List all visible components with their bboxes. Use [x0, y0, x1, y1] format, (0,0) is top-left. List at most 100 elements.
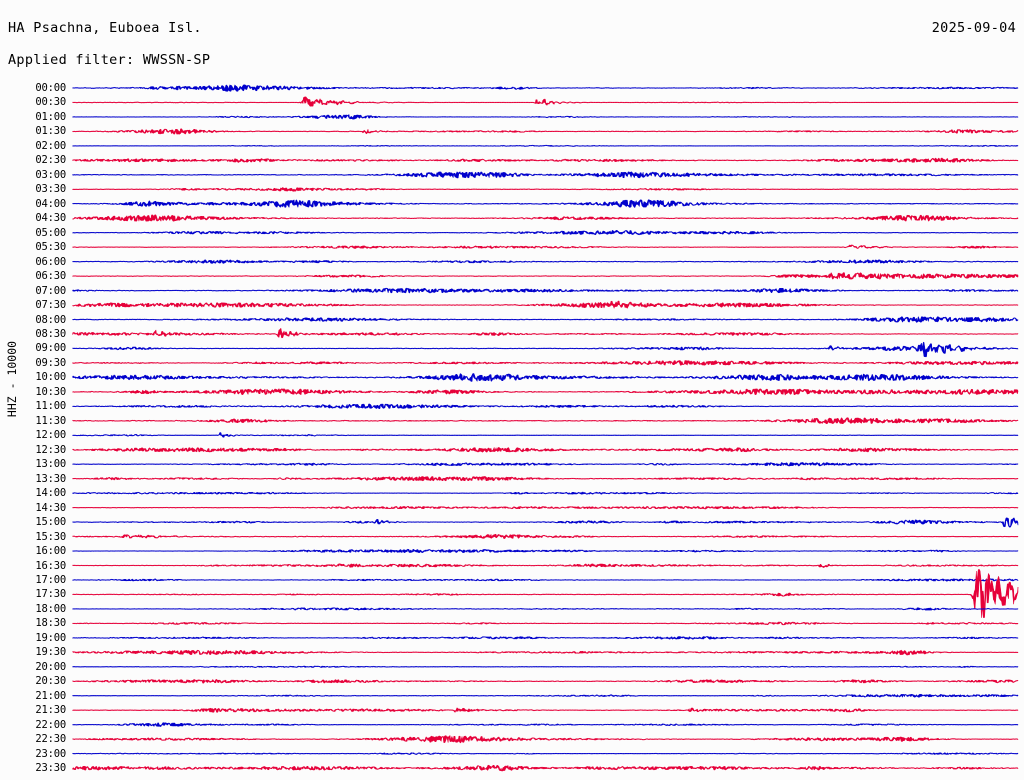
- trace-row: [72, 679, 1019, 684]
- trace-row: [72, 128, 1019, 135]
- trace-row: [72, 84, 1019, 92]
- time-tick-label: 20:30: [35, 675, 66, 688]
- time-tick-label: 13:00: [35, 458, 66, 471]
- time-tick-label: 17:30: [35, 588, 66, 601]
- time-tick-label: 03:00: [35, 168, 66, 181]
- time-tick-label: 15:30: [35, 530, 66, 543]
- time-tick-label: 19:00: [35, 631, 66, 644]
- trace-row: [72, 432, 1019, 438]
- trace-row: [72, 315, 1019, 323]
- time-tick-label: 19:30: [35, 646, 66, 659]
- trace-row: [72, 214, 1019, 223]
- trace-row: [72, 636, 1019, 640]
- time-tick-label: 03:30: [35, 183, 66, 196]
- time-tick-label: 09:00: [35, 342, 66, 355]
- applied-filter-label: Applied filter: WWSSN-SP: [8, 52, 211, 68]
- record-date: 2025-09-04: [931, 20, 1016, 36]
- trace-row: [72, 244, 1019, 249]
- time-tick-label: 06:00: [35, 255, 66, 268]
- time-tick-label: 23:30: [35, 762, 66, 775]
- time-tick-label: 04:00: [35, 197, 66, 210]
- trace-row: [72, 665, 1019, 668]
- trace-row: [72, 360, 1019, 366]
- time-tick-label: 02:30: [35, 154, 66, 167]
- time-tick-label: 16:00: [35, 545, 66, 558]
- trace-row: [72, 327, 1019, 339]
- trace-row: [72, 621, 1019, 626]
- time-tick-label: 01:00: [35, 110, 66, 123]
- time-tick-label: 09:30: [35, 356, 66, 369]
- trace-row: [72, 578, 1019, 582]
- trace-row: [72, 199, 1019, 209]
- time-tick-label: 22:00: [35, 718, 66, 731]
- trace-row: [72, 517, 1019, 528]
- time-tick-label: 00:00: [35, 82, 66, 94]
- trace-row: [72, 533, 1019, 539]
- time-tick-label: 15:00: [35, 516, 66, 529]
- time-tick-label: 05:00: [35, 226, 66, 239]
- trace-row: [72, 649, 1019, 656]
- trace-row: [72, 417, 1019, 424]
- trace-row: [72, 462, 1019, 467]
- trace-row: [72, 548, 1019, 554]
- time-tick-label: 08:30: [35, 327, 66, 340]
- trace-row: [72, 764, 1019, 772]
- time-tick-label: 11:30: [35, 414, 66, 427]
- trace-row: [72, 287, 1019, 294]
- trace-row: [72, 271, 1019, 280]
- time-tick-label: 18:30: [35, 617, 66, 630]
- trace-row: [72, 171, 1019, 179]
- time-tick-label: 04:30: [35, 212, 66, 225]
- station-title: HA Psachna, Euboea Isl.: [8, 20, 202, 36]
- time-tick-label: 14:30: [35, 501, 66, 514]
- trace-row: [72, 707, 1019, 713]
- time-tick-label: 10:30: [35, 385, 66, 398]
- trace-row: [72, 476, 1019, 482]
- trace-row: [72, 230, 1019, 236]
- time-tick-label: 22:30: [35, 733, 66, 746]
- time-tick-label: 23:00: [35, 747, 66, 760]
- time-tick-label: 14:00: [35, 487, 66, 500]
- trace-row: [72, 563, 1019, 568]
- time-tick-label: 11:00: [35, 400, 66, 413]
- time-tick-label: 07:00: [35, 284, 66, 297]
- time-tick-label: 12:00: [35, 429, 66, 442]
- trace-row: [72, 505, 1019, 510]
- trace-row: [72, 722, 1019, 727]
- trace-row: [72, 186, 1019, 192]
- trace-row: [72, 693, 1019, 698]
- trace-row: [72, 388, 1019, 396]
- time-tick-label: 02:00: [35, 139, 66, 152]
- seismogram-traces: [72, 84, 1019, 772]
- time-tick-label: 18:00: [35, 602, 66, 615]
- time-tick-label: 13:30: [35, 472, 66, 485]
- time-tick-label: 07:30: [35, 299, 66, 312]
- trace-row: [72, 734, 1019, 744]
- trace-row: [72, 403, 1019, 409]
- time-tick-label: 10:00: [35, 371, 66, 384]
- time-tick-label: 20:00: [35, 660, 66, 673]
- helicorder-plot: 00:00 00:30 01:00 01:30 02:00 02:30 03:00 03:30…: [0, 78, 1024, 778]
- time-tick-label: 21:00: [35, 689, 66, 702]
- time-tick-label: 17:00: [35, 573, 66, 586]
- trace-row: [72, 341, 1019, 358]
- trace-row: [72, 569, 1019, 618]
- trace-row: [72, 607, 1019, 611]
- trace-row: [72, 752, 1019, 755]
- time-tick-label: 12:30: [35, 443, 66, 456]
- time-tick-label: 08:00: [35, 313, 66, 326]
- trace-row: [72, 446, 1019, 453]
- trace-row: [72, 373, 1019, 383]
- time-tick-label: 01:30: [35, 125, 66, 138]
- time-tick-label: 21:30: [35, 704, 66, 717]
- trace-row: [72, 157, 1019, 163]
- time-tick-label: 05:30: [35, 241, 66, 254]
- trace-row: [72, 96, 1019, 107]
- trace-row: [72, 491, 1019, 495]
- time-tick-label: 06:30: [35, 270, 66, 283]
- trace-row: [72, 114, 1019, 120]
- trace-row: [72, 300, 1019, 310]
- time-tick-label: 00:30: [35, 96, 66, 109]
- trace-row: [72, 144, 1019, 147]
